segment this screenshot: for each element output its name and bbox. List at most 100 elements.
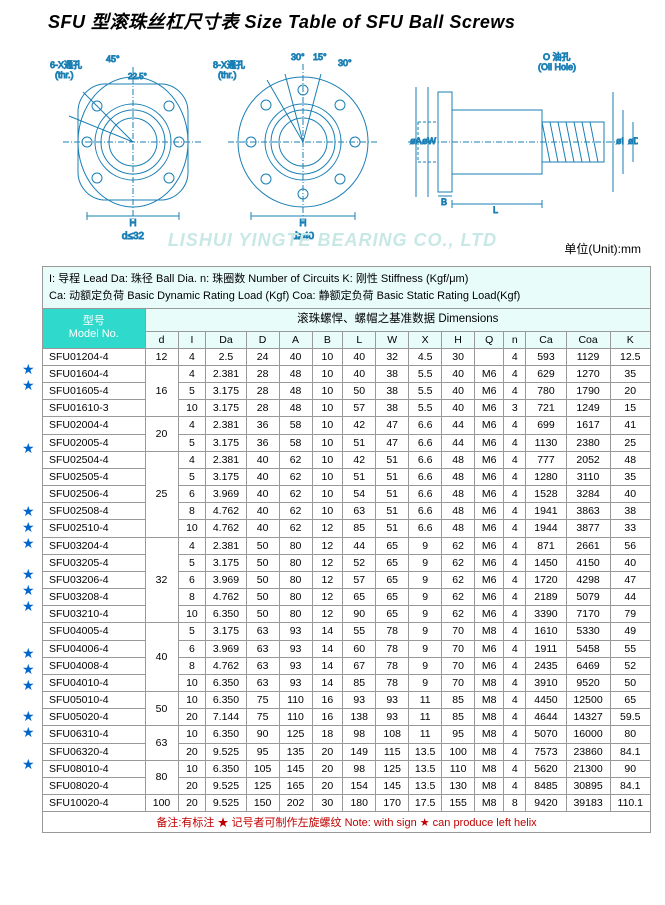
col-n: n — [504, 331, 526, 348]
table-row: SFU01610-3103.17528481057385.540M6372112… — [43, 400, 651, 417]
table-row: SFU03204-43242.3815080124465962M64871266… — [43, 537, 651, 554]
svg-text:øI: øI — [616, 136, 624, 146]
svg-text:d≥40: d≥40 — [292, 231, 315, 242]
star-marker — [22, 457, 40, 473]
dimensions-table: 型号 Model No. 滚珠螺悍、螺帽之基准数据 Dimensions dID… — [42, 308, 651, 812]
table-row: SFU02005-453.17536581051476.644M64113023… — [43, 434, 651, 451]
star-marker: ★ — [22, 536, 40, 552]
col-da: Da — [206, 331, 246, 348]
star-marker — [22, 551, 40, 567]
col-i: I — [178, 331, 206, 348]
table-row: SFU02004-42042.38136581042476.644M646991… — [43, 417, 651, 434]
star-marker: ★ — [22, 362, 40, 378]
unit-label: 单位(Unit):mm — [564, 240, 641, 257]
svg-text:B: B — [441, 197, 447, 207]
oil-hole-label: O 油孔 — [543, 51, 571, 62]
dimensions-header: 滚珠螺悍、螺帽之基准数据 Dimensions — [145, 309, 650, 332]
col-l: L — [343, 331, 376, 348]
table-row: SFU03206-463.9695080125765962M6417204298… — [43, 571, 651, 588]
star-marker: ★ — [22, 757, 40, 773]
page-title: SFU 型滚珠丝杠尺寸表 Size Table of SFU Ball Scre… — [0, 0, 665, 38]
size-table: I: 导程 Lead Da: 珠径 Ball Dia. n: 珠圈数 Numbe… — [42, 266, 651, 833]
star-marker — [22, 488, 40, 504]
table-row: SFU08020-4209.5251251652015414513.5130M8… — [43, 777, 651, 794]
svg-text:(thr.): (thr.) — [218, 70, 237, 80]
col-d: d — [145, 331, 178, 348]
table-row: SFU04010-4106.3506393148578970M843910952… — [43, 674, 651, 691]
footer-note: 备注:有标注 ★ 记号者可制作左旋螺纹 Note: with sign ★ ca… — [42, 812, 651, 833]
col-h: H — [442, 331, 475, 348]
table-row: SFU02504-42542.38140621042516.648M647772… — [43, 451, 651, 468]
svg-text:22.5°: 22.5° — [128, 72, 147, 81]
table-row: SFU01204-41242.524401040324.530459311291… — [43, 348, 651, 365]
table-legend: I: 导程 Lead Da: 珠径 Ball Dia. n: 珠圈数 Numbe… — [42, 266, 651, 308]
star-marker: ★ — [22, 662, 40, 678]
svg-text:30°: 30° — [291, 52, 305, 62]
star-column: ★★★★★★★★★★★★★★★ — [22, 346, 40, 773]
star-marker — [22, 393, 40, 409]
col-coa: Coa — [566, 331, 610, 348]
svg-text:øW: øW — [422, 136, 436, 146]
thru-hole-8: 8-X通孔 — [213, 60, 245, 70]
star-marker — [22, 741, 40, 757]
svg-text:H: H — [129, 218, 136, 229]
star-marker: ★ — [22, 678, 40, 694]
table-row: SFU06310-463106.3509012518981081195M8450… — [43, 726, 651, 743]
table-row: SFU05020-4207.1447511016138931185M844644… — [43, 709, 651, 726]
star-marker: ★ — [22, 725, 40, 741]
star-marker — [22, 409, 40, 425]
table-row: SFU02505-453.17540621051516.648M64128031… — [43, 468, 651, 485]
thru-hole-6: 6-X通孔 — [50, 60, 82, 70]
svg-text:15°: 15° — [313, 52, 327, 62]
star-marker: ★ — [22, 378, 40, 394]
star-marker — [22, 630, 40, 646]
col-b: B — [312, 331, 343, 348]
svg-text:d≤32: d≤32 — [122, 231, 145, 242]
table-row: SFU01605-453.17528481050385.540M64780179… — [43, 383, 651, 400]
svg-text:H: H — [299, 218, 306, 229]
star-marker — [22, 694, 40, 710]
col-x: X — [409, 331, 442, 348]
table-row: SFU01604-41642.38128481040385.540M646291… — [43, 365, 651, 382]
star-marker — [22, 615, 40, 631]
table-row: SFU06320-4209.525951352014911513.5100M84… — [43, 743, 651, 760]
table-row: SFU04005-44053.1756393145578970M84161053… — [43, 623, 651, 640]
model-header: 型号 Model No. — [43, 309, 146, 349]
svg-text:øD: øD — [628, 136, 638, 146]
col-d: D — [246, 331, 279, 348]
star-marker: ★ — [22, 599, 40, 615]
table-row: SFU10020-4100209.5251502023018017017.515… — [43, 795, 651, 812]
table-row: SFU05010-450106.350751101693931185M84445… — [43, 692, 651, 709]
table-row: SFU02506-463.96940621054516.648M64152832… — [43, 486, 651, 503]
table-row: SFU03208-484.7625080126565962M6421895079… — [43, 589, 651, 606]
col-a: A — [279, 331, 312, 348]
star-marker — [22, 425, 40, 441]
star-marker: ★ — [22, 646, 40, 662]
table-row: SFU08010-480106.350105145209812513.5110M… — [43, 760, 651, 777]
star-marker — [22, 346, 40, 362]
table-row: SFU03205-453.1755080125265962M6414504150… — [43, 554, 651, 571]
star-marker: ★ — [22, 583, 40, 599]
table-row: SFU02510-4104.76240621285516.648M6419443… — [43, 520, 651, 537]
svg-text:30°: 30° — [338, 58, 352, 68]
star-marker: ★ — [22, 709, 40, 725]
table-row: SFU04008-484.7626393146778970M6424356469… — [43, 657, 651, 674]
drawings-svg: H d≤32 6-X通孔 (thr.) 45° 22.5° H d≥40 8-X… — [48, 42, 638, 242]
table-row: SFU04006-463.9696393146078970M6419115458… — [43, 640, 651, 657]
col-q: Q — [475, 331, 504, 348]
svg-text:(thr.): (thr.) — [55, 70, 74, 80]
star-marker: ★ — [22, 520, 40, 536]
svg-text:øA: øA — [410, 136, 422, 146]
svg-text:45°: 45° — [106, 54, 120, 64]
star-marker: ★ — [22, 441, 40, 457]
technical-drawings: H d≤32 6-X通孔 (thr.) 45° 22.5° H d≥40 8-X… — [0, 38, 665, 238]
col-w: W — [376, 331, 409, 348]
star-marker — [22, 472, 40, 488]
star-marker: ★ — [22, 567, 40, 583]
svg-text:(Oil Hole): (Oil Hole) — [538, 62, 576, 72]
col-ca: Ca — [526, 331, 566, 348]
star-marker: ★ — [22, 504, 40, 520]
svg-text:L: L — [493, 205, 498, 215]
table-row: SFU02508-484.76240621063516.648M64194138… — [43, 503, 651, 520]
table-row: SFU03210-4106.3505080129065962M643390717… — [43, 606, 651, 623]
